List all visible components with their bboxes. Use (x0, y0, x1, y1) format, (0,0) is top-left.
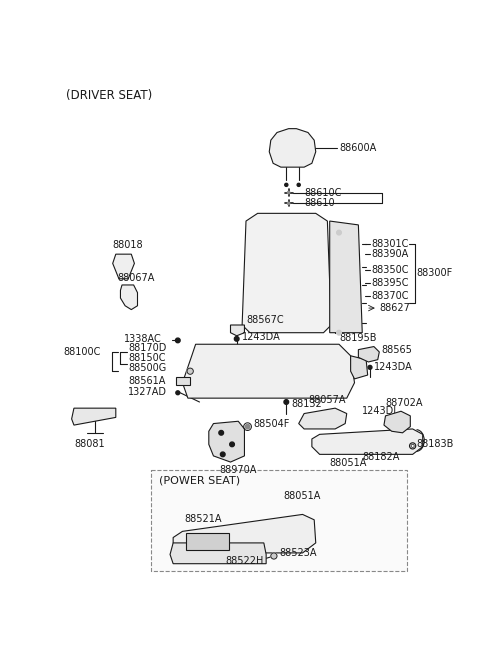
Text: 88150C: 88150C (128, 353, 166, 363)
Polygon shape (120, 285, 137, 310)
Circle shape (245, 424, 250, 429)
Text: 1338AC: 1338AC (123, 334, 161, 344)
Polygon shape (269, 128, 316, 167)
Polygon shape (312, 429, 423, 455)
Text: 88370C: 88370C (372, 291, 409, 301)
Text: 88565: 88565 (382, 345, 412, 354)
Text: 88522H: 88522H (225, 555, 264, 566)
Text: 88182A: 88182A (362, 453, 400, 462)
Text: 88300F: 88300F (417, 269, 453, 278)
Circle shape (176, 338, 180, 343)
Circle shape (288, 202, 290, 204)
Polygon shape (170, 543, 266, 564)
Text: 88081: 88081 (74, 439, 105, 449)
Text: 88600A: 88600A (339, 143, 376, 153)
Circle shape (234, 337, 239, 341)
Text: 88057A: 88057A (308, 395, 346, 405)
Circle shape (230, 442, 234, 447)
Circle shape (288, 191, 290, 194)
Bar (186, 533, 229, 550)
Bar (152, 470, 407, 571)
Text: 88350C: 88350C (372, 265, 409, 274)
Polygon shape (242, 214, 331, 333)
Polygon shape (72, 408, 116, 425)
Polygon shape (359, 346, 379, 362)
Text: 88500G: 88500G (128, 363, 167, 373)
Text: 88610: 88610 (304, 198, 335, 208)
Circle shape (187, 368, 193, 374)
Text: 1243DJ: 1243DJ (362, 406, 397, 416)
Circle shape (411, 444, 414, 447)
Text: 88390A: 88390A (372, 249, 409, 259)
Circle shape (368, 365, 372, 369)
Polygon shape (113, 254, 134, 279)
Text: 1243DA: 1243DA (242, 331, 281, 341)
Circle shape (409, 443, 416, 449)
Text: 88183B: 88183B (417, 439, 454, 449)
Text: 88504F: 88504F (254, 419, 290, 428)
Text: 88627: 88627 (379, 303, 410, 313)
Circle shape (271, 553, 277, 559)
Circle shape (220, 452, 225, 457)
Text: 88567C: 88567C (246, 314, 284, 325)
Text: 88067A: 88067A (117, 272, 155, 283)
Bar (176, 377, 190, 385)
Text: (POWER SEAT): (POWER SEAT) (159, 476, 240, 486)
Polygon shape (350, 356, 368, 379)
Polygon shape (384, 411, 410, 433)
Text: 88051A: 88051A (283, 491, 321, 501)
Text: 88132: 88132 (291, 398, 322, 409)
Text: 88051A: 88051A (330, 458, 367, 468)
Polygon shape (182, 345, 355, 398)
Circle shape (176, 391, 180, 395)
Circle shape (219, 430, 224, 435)
Polygon shape (330, 221, 362, 333)
Text: 88970A: 88970A (219, 465, 256, 475)
Circle shape (284, 400, 288, 404)
Text: 88195B: 88195B (339, 333, 376, 343)
Text: 88018: 88018 (113, 240, 144, 250)
Text: 88521A: 88521A (184, 514, 221, 525)
Text: 88702A: 88702A (385, 398, 423, 408)
Circle shape (285, 183, 288, 187)
Text: 88395C: 88395C (372, 278, 409, 288)
Text: 1327AD: 1327AD (128, 387, 167, 397)
Text: 88301C: 88301C (372, 239, 409, 249)
Polygon shape (173, 514, 316, 553)
Text: 1243DA: 1243DA (374, 362, 413, 371)
Circle shape (336, 330, 341, 335)
Circle shape (336, 231, 341, 235)
Text: 88100C: 88100C (64, 347, 101, 357)
Circle shape (297, 183, 300, 187)
Text: 88610C: 88610C (304, 187, 341, 198)
Text: (DRIVER SEAT): (DRIVER SEAT) (66, 89, 153, 102)
Text: 88523A: 88523A (279, 548, 317, 558)
Text: 88561A: 88561A (128, 376, 166, 386)
Text: 88170D: 88170D (128, 343, 167, 353)
Polygon shape (230, 325, 244, 336)
Polygon shape (299, 408, 347, 429)
Polygon shape (209, 421, 244, 462)
